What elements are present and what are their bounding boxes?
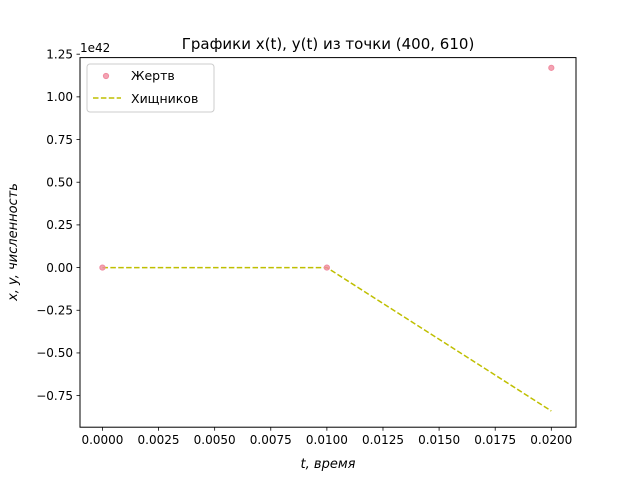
legend-marker-prey bbox=[102, 72, 110, 80]
x-axis-title: t, время bbox=[301, 457, 356, 472]
y-tick-label: 0.25 bbox=[46, 218, 73, 232]
x-axis: 0.0000 0.0025 0.0050 0.0075 0.0100 0.0125 0.01… bbox=[81, 427, 572, 447]
chart-title: Графики x(t), y(t) из точки (400, 610) bbox=[182, 35, 475, 53]
x-tick-label: 0.0150 bbox=[418, 433, 460, 447]
y-tick-label: 0.00 bbox=[46, 261, 73, 275]
x-tick-label: 0.0075 bbox=[250, 433, 292, 447]
legend: Жертв Хищников bbox=[86, 63, 215, 113]
y-tick-label: 0.50 bbox=[46, 176, 73, 190]
x-tick-label: 0.0175 bbox=[474, 433, 516, 447]
plot-area bbox=[99, 64, 555, 412]
x-tick-label: 0.0100 bbox=[306, 433, 348, 447]
y-tick-label: −0.25 bbox=[36, 304, 73, 318]
y-axis: −0.75 −0.50 −0.25 0.00 0.25 0.50 0.75 1.00 1.25 bbox=[36, 47, 80, 403]
x-tick-label: 0.0000 bbox=[81, 433, 123, 447]
y-tick-label: 1.25 bbox=[46, 47, 73, 61]
legend-box bbox=[86, 63, 215, 113]
x-tick-label: 0.0125 bbox=[362, 433, 404, 447]
y-offset-label: 1e42 bbox=[80, 41, 110, 55]
y-axis-title: x, y, численность bbox=[6, 183, 21, 302]
data-point-prey bbox=[548, 64, 555, 71]
y-tick-label: 1.00 bbox=[46, 90, 73, 104]
legend-label-prey: Жертв bbox=[131, 68, 175, 83]
x-tick-label: 0.0025 bbox=[138, 433, 180, 447]
x-tick-label: 0.0050 bbox=[194, 433, 236, 447]
x-tick-label: 0.0200 bbox=[530, 433, 572, 447]
axes-frame bbox=[79, 57, 577, 428]
legend-label-predators: Хищников bbox=[131, 91, 198, 106]
data-point-prey bbox=[323, 264, 330, 271]
y-tick-label: −0.50 bbox=[36, 346, 73, 360]
y-tick-label: 0.75 bbox=[46, 133, 73, 147]
data-point-prey bbox=[99, 264, 106, 271]
y-tick-label: −0.75 bbox=[36, 389, 73, 403]
